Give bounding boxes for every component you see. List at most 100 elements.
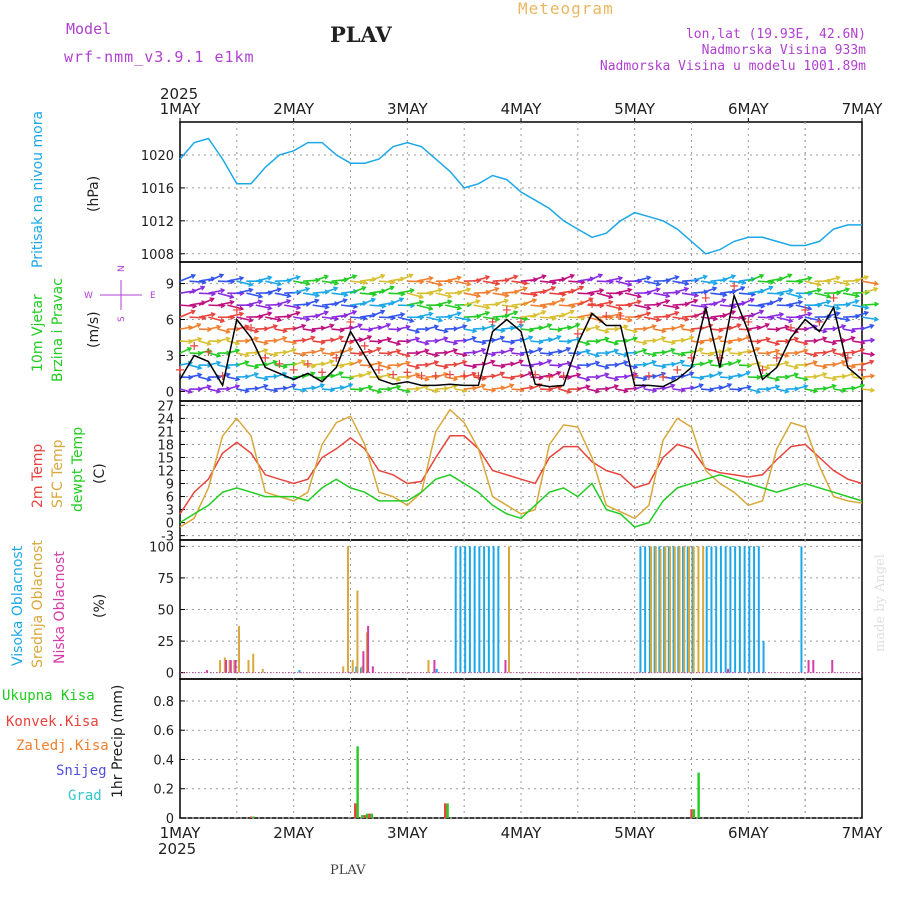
wind-gust-marker	[702, 294, 710, 302]
top-day-label: 2MAY	[273, 100, 315, 118]
cloud-bar	[674, 546, 676, 672]
y-tick-label: 75	[157, 572, 174, 587]
bottom-day-label: 6MAY	[728, 824, 770, 842]
wind-arrow	[199, 293, 215, 294]
precip-bar	[368, 814, 370, 818]
precip-bar	[252, 817, 254, 818]
cloud-panel: Visoka Oblacnost Srednja Oblacnost Niska…	[10, 540, 108, 668]
cloud-bar	[262, 669, 264, 673]
wind-arrow	[767, 293, 783, 294]
cloud-bar	[660, 549, 662, 673]
y-tick-label: 0	[166, 517, 174, 532]
cloud-bar	[219, 660, 221, 673]
cloud-bar	[342, 666, 344, 672]
cloud-bar	[248, 660, 250, 673]
wind-gust-marker	[403, 368, 411, 376]
wind-gust-marker	[545, 373, 553, 381]
precip-ylabel: 1hr Precip (mm)	[110, 685, 126, 798]
bottom-day-label: 7MAY	[842, 824, 884, 842]
meteogram-title: Meteogram	[518, 0, 614, 18]
cloud-bar	[433, 660, 435, 673]
precip-bar	[356, 746, 358, 818]
top-day-label: 7MAY	[842, 100, 884, 118]
cloud-bar	[483, 546, 485, 672]
wind-arrow	[218, 281, 234, 282]
wind-gust-marker	[204, 348, 212, 356]
cloud-bar	[710, 546, 712, 672]
temp-unit: (C)	[92, 463, 108, 484]
wind-arrow	[587, 305, 603, 306]
cloud-bar	[362, 651, 364, 672]
y-tick-label: 1008	[141, 248, 174, 263]
y-tick-label: 6	[166, 491, 174, 506]
y-tick-label: 6	[166, 314, 174, 329]
precip-bar	[354, 803, 356, 818]
cloud-bar	[808, 660, 810, 673]
wind-gust-marker	[858, 366, 866, 374]
cloud-bar	[347, 546, 349, 672]
compass-east: E	[150, 291, 156, 301]
cloud-bar	[459, 546, 461, 672]
station-title: PLAV	[330, 22, 392, 47]
cloud-bar	[639, 546, 641, 672]
wind-arrow	[398, 305, 414, 306]
wind-gust-marker	[176, 366, 184, 374]
dewpoint-line	[180, 475, 862, 527]
wind-ylabel-2: Brzina i Pravac	[50, 278, 66, 382]
cloud-bar	[504, 660, 506, 673]
cloud-bar	[697, 546, 699, 672]
cloud-bar	[706, 546, 708, 672]
compass-west: W	[84, 291, 93, 301]
precip-bar	[446, 803, 448, 818]
model-label: Model	[66, 20, 111, 38]
y-tick-label: 9	[166, 278, 174, 293]
precip-bar	[693, 809, 695, 818]
cloud-bar	[367, 626, 369, 673]
precip-bar	[444, 803, 446, 818]
pressure-unit: (hPa)	[86, 176, 102, 212]
cloud-bar	[455, 546, 457, 672]
wind-gust-marker	[673, 366, 681, 374]
panel-frame	[180, 679, 862, 818]
precip-bar	[690, 809, 692, 818]
wind-gust-marker	[361, 342, 369, 350]
cloud-bar	[725, 546, 727, 672]
wind-gust-marker	[432, 372, 440, 380]
wind-panel: 10m Vjetar Brzina i Pravac (m/s) N S W E	[30, 265, 156, 382]
y-tick-labels: 10081012101610200369-3036912151821242702…	[141, 149, 185, 827]
wind-arrow	[407, 281, 423, 282]
cloud-bar	[727, 669, 729, 673]
model-name: wrf-nmm_v3.9.1 e1km	[64, 48, 255, 66]
cloud-bar	[478, 546, 480, 672]
cloud-ylabel-2: Srednja Oblacnost	[30, 540, 46, 668]
cloud-bar	[688, 546, 690, 672]
compass-south: S	[117, 316, 127, 322]
precip-legend-snow: Snijeg	[56, 763, 107, 779]
cloud-bar	[488, 546, 490, 672]
wind-arrow	[777, 305, 793, 306]
cloud-bar	[427, 660, 429, 673]
bottom-day-label: 2MAY	[273, 824, 315, 842]
cloud-bar	[669, 546, 671, 672]
cloud-bar	[372, 666, 374, 672]
top-day-label: 3MAY	[387, 100, 429, 118]
y-tick-label: 18	[157, 438, 174, 453]
model-elevation-label: Nadmorska Visina u modelu 1001.89m	[600, 59, 866, 74]
precip-panel: Ukupna Kisa Konvek.Kisa Zaledj.Kisa Snij…	[2, 685, 126, 804]
footer-station: PLAV	[330, 863, 366, 878]
cloud-bar	[655, 546, 657, 672]
y-tick-label: 9	[166, 478, 174, 493]
bottom-year-label: 2025	[158, 840, 196, 858]
cloud-bar	[812, 660, 814, 673]
top-day-label: 1MAY	[160, 100, 202, 118]
precip-bar	[697, 773, 699, 818]
y-tick-label: 0.2	[153, 783, 174, 798]
wind-arrow	[597, 281, 613, 282]
cloud-bar	[644, 546, 646, 672]
cloud-bar	[508, 546, 510, 672]
y-tick-label: 3	[166, 504, 174, 519]
cloud-bar	[664, 546, 666, 672]
cloud-bar	[831, 660, 833, 673]
